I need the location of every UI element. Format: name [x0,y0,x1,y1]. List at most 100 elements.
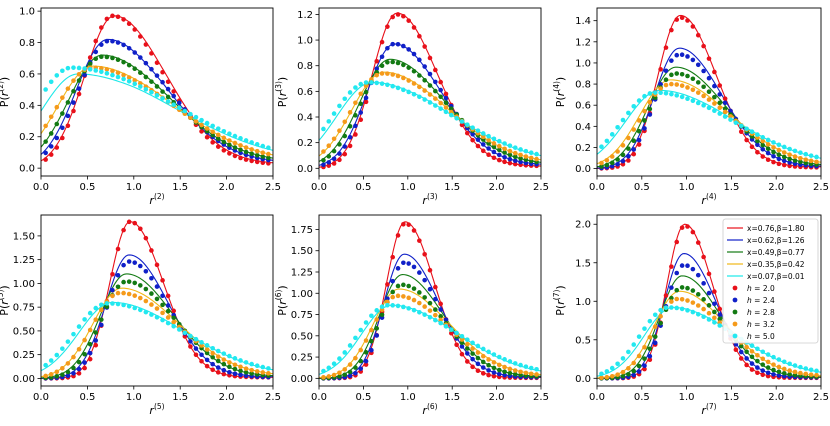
data-point [701,254,706,260]
data-point [138,55,143,60]
data-point [126,21,132,27]
data-point [121,17,126,22]
data-point [712,320,717,325]
data-point [771,145,776,150]
data-point [475,343,481,349]
data-point [82,337,87,343]
x-tick-label: 1.5 [172,182,188,193]
data-point [496,138,502,144]
data-point [502,357,507,362]
y-tick-label: 1.00 [13,279,35,290]
data-point [353,370,358,376]
data-point [417,309,422,315]
data-point [110,293,115,299]
data-point [99,322,104,328]
data-point [620,152,626,158]
x-tick-label: 0.5 [79,182,95,193]
data-point [717,100,723,106]
data-point [48,114,54,120]
data-point [738,343,744,349]
data-point [427,286,433,292]
data-point [76,86,82,91]
series-line-3 [597,66,821,168]
data-point [154,84,160,89]
data-point [722,106,728,111]
x-tick-label: 0.0 [33,182,49,193]
data-point [679,296,685,302]
data-point [110,68,115,74]
data-point [642,344,647,350]
data-point [491,136,497,142]
data-point [690,87,696,93]
x-tick-label: 1.0 [126,182,142,193]
data-point [379,81,385,86]
data-point [363,80,369,85]
data-point [395,41,401,47]
data-point [695,90,701,95]
data-point [260,154,266,159]
data-point [154,93,160,98]
data-point [188,344,193,349]
data-point [636,98,642,103]
y-tick-label: 1.25 [291,268,313,279]
data-point [615,372,620,377]
data-point [379,63,385,69]
data-point [486,137,491,143]
data-point [171,93,176,99]
x-tick-label: 0.5 [79,392,95,403]
data-point [385,60,390,65]
data-point [749,349,755,354]
data-point [792,363,798,368]
data-point [401,304,406,310]
data-point [765,157,771,163]
data-point [685,85,690,90]
x-axis-label: r(3) [422,192,437,207]
data-point [363,95,369,101]
data-point [701,43,706,49]
data-point [422,88,427,93]
data-point [771,159,776,165]
data-point [438,87,443,93]
data-point [160,310,165,316]
data-point [374,326,380,331]
data-point [232,371,238,377]
data-point [353,335,358,341]
data-point [411,286,417,291]
data-point [326,143,332,149]
data-point [496,354,502,360]
data-point [636,128,642,134]
data-point [401,75,406,81]
data-point [210,123,215,129]
data-point [165,79,171,85]
data-point [620,143,626,148]
data-point [266,371,271,376]
data-point [182,330,188,336]
data-point [65,100,71,105]
data-point [631,368,637,374]
data-point [165,320,171,326]
data-point [652,324,658,329]
data-point [674,71,680,76]
data-point [121,262,126,268]
data-point [149,66,154,72]
legend-marker-label: h = 2.4 [747,296,775,305]
data-point [395,60,401,66]
data-point [647,353,653,359]
data-point [406,306,411,311]
data-point [353,132,358,137]
data-point [87,67,93,72]
data-point [165,86,171,92]
y-axis-label: P(r(4)) [552,77,567,107]
x-tick-label: 2.0 [219,392,235,403]
data-point [54,73,60,78]
data-point [717,312,723,318]
data-point [604,157,610,163]
data-point [210,345,215,351]
data-point [93,330,99,335]
data-point [138,34,143,39]
data-point [215,348,221,354]
data-point [755,138,760,144]
data-point [321,126,326,132]
data-point [636,334,642,339]
y-axis-label: P(r(2)) [0,77,11,107]
